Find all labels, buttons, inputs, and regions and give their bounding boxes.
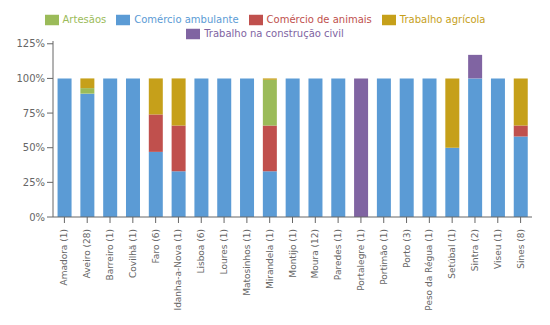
svg-text:50%: 50% xyxy=(23,142,45,153)
svg-text:Moura (12): Moura (12) xyxy=(310,229,320,279)
svg-text:Sines (8): Sines (8) xyxy=(516,229,526,269)
svg-text:Loures (1): Loures (1) xyxy=(219,229,229,274)
svg-text:Amadora (1): Amadora (1) xyxy=(59,229,69,285)
html-text:Comércio ambulante: Comércio ambulante xyxy=(134,14,239,25)
svg-text:Faro (6): Faro (6) xyxy=(151,229,161,263)
svg-text:Matosinhos (1): Matosinhos (1) xyxy=(242,229,252,296)
svg-text:125%: 125% xyxy=(16,38,45,49)
svg-text:Portalegre (1): Portalegre (1) xyxy=(356,229,366,291)
svg-text:Peso da Régua (1): Peso da Régua (1) xyxy=(424,229,434,311)
html-text:Trabalho na construção civil: Trabalho na construção civil xyxy=(204,28,344,39)
html-text:Comércio de animais: Comércio de animais xyxy=(266,14,372,25)
svg-text:Lisboa (6): Lisboa (6) xyxy=(196,229,206,274)
svg-text:Setúbal (1): Setúbal (1) xyxy=(447,229,457,279)
svg-text:Mirandela (1): Mirandela (1) xyxy=(265,229,275,289)
svg-text:0%: 0% xyxy=(29,212,45,223)
svg-text:Aveiro (28): Aveiro (28) xyxy=(82,229,92,278)
svg-text:Barreiro (1): Barreiro (1) xyxy=(105,229,115,280)
svg-text:100%: 100% xyxy=(16,73,45,84)
svg-text:Paredes (1): Paredes (1) xyxy=(333,229,343,280)
svg-text:Porto (3): Porto (3) xyxy=(402,229,412,268)
svg-text:Idanha-a-Nova (1): Idanha-a-Nova (1) xyxy=(173,229,183,311)
svg-text:Viseu (1): Viseu (1) xyxy=(493,229,503,269)
html-text:Artesãos: Artesãos xyxy=(62,14,107,25)
svg-text:Sintra (2): Sintra (2) xyxy=(470,229,480,271)
svg-text:Covilhã (1): Covilhã (1) xyxy=(128,229,138,278)
svg-text:Montijo (1): Montijo (1) xyxy=(288,229,298,278)
svg-text:75%: 75% xyxy=(23,108,45,119)
svg-text:25%: 25% xyxy=(23,177,45,188)
svg-text:Portimão (1): Portimão (1) xyxy=(379,229,389,285)
html-text:Trabalho agrícola: Trabalho agrícola xyxy=(399,14,486,25)
